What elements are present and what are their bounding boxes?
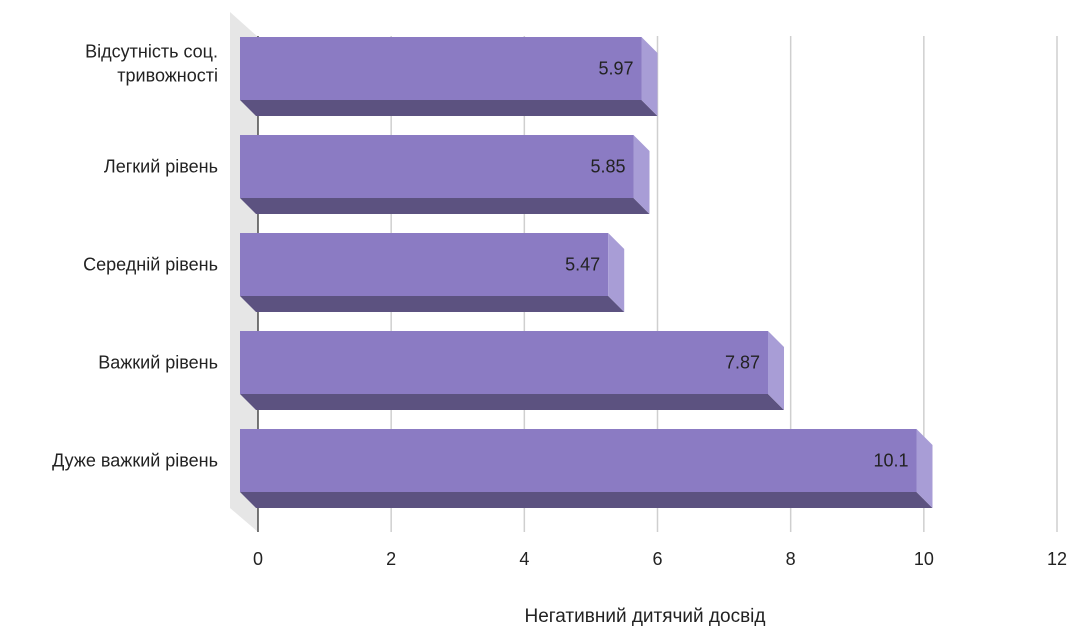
bar-bottom-face <box>240 100 658 116</box>
data-label: 7.87 <box>725 353 760 373</box>
x-tick-label: 4 <box>519 549 529 569</box>
data-label: 5.97 <box>598 59 633 79</box>
bar-bottom-face <box>240 492 933 508</box>
bar-front-face <box>240 429 917 492</box>
bar-front-face <box>240 135 634 198</box>
bar-end-face <box>633 135 650 214</box>
category-label: Важкий рівень <box>98 353 218 373</box>
bar-end-face <box>916 429 933 508</box>
category-label: Легкий рівень <box>104 157 218 177</box>
x-tick-label: 10 <box>914 549 934 569</box>
bar-front-face <box>240 233 609 296</box>
bar: 7.87 <box>240 331 785 410</box>
bar-front-face <box>240 37 642 100</box>
bar: 5.47 <box>240 233 625 312</box>
bar: 5.85 <box>240 135 650 214</box>
bar-bottom-face <box>240 198 650 214</box>
x-tick-label: 2 <box>386 549 396 569</box>
bar-end-face <box>768 331 785 410</box>
data-label: 5.47 <box>565 255 600 275</box>
x-tick-label: 8 <box>786 549 796 569</box>
bar-end-face <box>641 37 658 116</box>
x-tick-label: 6 <box>652 549 662 569</box>
x-tick-label: 0 <box>253 549 263 569</box>
bar: 5.97 <box>240 37 658 116</box>
data-label: 5.85 <box>590 157 625 177</box>
bar-bottom-face <box>240 394 785 410</box>
category-label: Дуже важкий рівень <box>52 451 218 471</box>
category-label: Середній рівень <box>83 255 218 275</box>
bar: 10.1 <box>240 429 933 508</box>
bar-front-face <box>240 331 769 394</box>
x-tick-label: 12 <box>1047 549 1067 569</box>
category-label: Відсутність соц. тривожності <box>85 42 218 86</box>
x-axis-title: Негативний дитячий досвід <box>524 606 765 627</box>
data-label: 10.1 <box>873 451 908 471</box>
bar-bottom-face <box>240 296 625 312</box>
bar-end-face <box>608 233 625 312</box>
